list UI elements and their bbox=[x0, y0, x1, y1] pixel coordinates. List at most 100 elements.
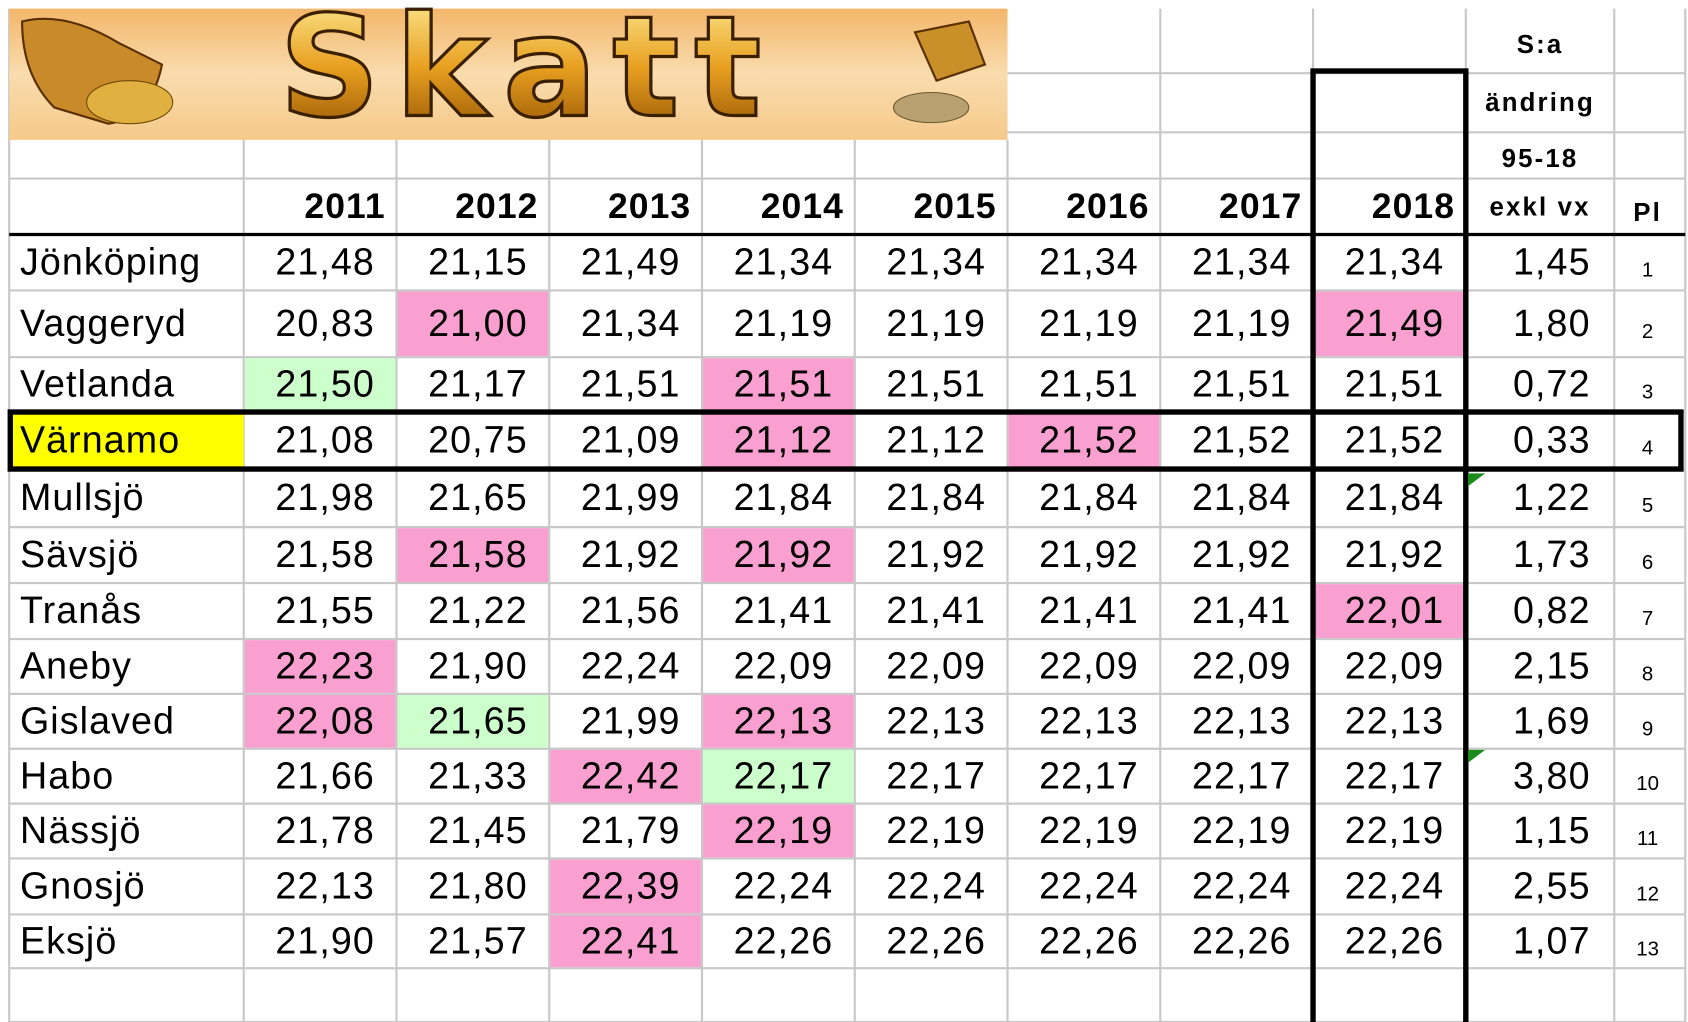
tax-rate: 21,56 bbox=[581, 589, 681, 631]
tax-rate: 21,34 bbox=[1192, 241, 1292, 283]
rank: 2 bbox=[1642, 321, 1653, 343]
tax-rate: 21,92 bbox=[1345, 533, 1445, 575]
municipality-name: Gnosjö bbox=[20, 865, 146, 907]
municipality-name: Jönköping bbox=[20, 241, 201, 283]
tax-rate: 22,24 bbox=[886, 865, 986, 907]
tax-rate: 21,84 bbox=[1039, 476, 1139, 518]
total-change: 2,15 bbox=[1513, 645, 1591, 687]
tax-rate: 22,19 bbox=[886, 809, 986, 851]
rank: 9 bbox=[1642, 718, 1653, 740]
tax-rate: 21,17 bbox=[428, 363, 528, 405]
rank: 11 bbox=[1637, 828, 1658, 850]
tax-rate: 22,09 bbox=[1345, 645, 1445, 687]
tax-rate: 21,51 bbox=[1039, 363, 1139, 405]
tax-rate: 21,34 bbox=[886, 241, 986, 283]
tax-rate: 22,13 bbox=[275, 865, 375, 907]
tax-rate: 21,52 bbox=[1345, 419, 1445, 461]
tax-rate: 22,09 bbox=[734, 645, 834, 687]
tax-rate: 22,26 bbox=[1039, 919, 1139, 961]
tax-rate: 21,79 bbox=[581, 809, 681, 851]
total-change: 1,22 bbox=[1513, 476, 1591, 518]
tax-rate: 22,17 bbox=[1192, 754, 1292, 796]
tax-rate: 21,57 bbox=[428, 919, 528, 961]
tax-rate: 21,78 bbox=[275, 809, 375, 851]
tax-rate: 21,84 bbox=[886, 476, 986, 518]
rank: 13 bbox=[1636, 938, 1659, 960]
tax-rate: 21,41 bbox=[886, 589, 986, 631]
rank: 4 bbox=[1642, 438, 1653, 460]
tax-rate: 22,17 bbox=[1039, 754, 1139, 796]
column-header: 2014 bbox=[761, 186, 844, 226]
tax-rate: 22,24 bbox=[1345, 865, 1445, 907]
tax-rate: 21,99 bbox=[581, 476, 681, 518]
tax-rate: 22,26 bbox=[734, 919, 834, 961]
tax-rate: 20,83 bbox=[275, 302, 375, 344]
column-header: 2016 bbox=[1066, 186, 1149, 226]
tax-rate: 21,33 bbox=[428, 754, 528, 796]
tax-rate: 22,13 bbox=[1039, 699, 1139, 741]
tax-rate: 21,65 bbox=[428, 699, 528, 741]
rank: 3 bbox=[1642, 382, 1653, 404]
comment-marker bbox=[1468, 750, 1485, 763]
tax-rate: 21,52 bbox=[1039, 419, 1139, 461]
municipality-name: Värnamo bbox=[20, 419, 180, 461]
tax-rate: 21,00 bbox=[428, 302, 528, 344]
tax-rate: 22,09 bbox=[886, 645, 986, 687]
tax-rate: 22,24 bbox=[1192, 865, 1292, 907]
tax-rate: 22,19 bbox=[1192, 809, 1292, 851]
tax-rate: 21,22 bbox=[428, 589, 528, 631]
tax-rate: 21,84 bbox=[734, 476, 834, 518]
tax-rate: 21,92 bbox=[886, 533, 986, 575]
rank: 10 bbox=[1636, 773, 1659, 795]
tax-rate: 22,24 bbox=[1039, 865, 1139, 907]
total-change: 1,07 bbox=[1513, 919, 1591, 961]
spreadsheet: Skatt 20112012201320142015201620172018S:… bbox=[0, 0, 1688, 1022]
rank: 7 bbox=[1642, 608, 1653, 630]
column-header: 2013 bbox=[608, 186, 691, 226]
tax-rate: 21,50 bbox=[275, 363, 375, 405]
rank: 6 bbox=[1642, 552, 1653, 574]
total-change: 2,55 bbox=[1513, 865, 1591, 907]
tax-rate: 21,09 bbox=[581, 419, 681, 461]
column-header: 2015 bbox=[913, 186, 996, 226]
tax-rate: 22,19 bbox=[1345, 809, 1445, 851]
tax-rate: 22,42 bbox=[581, 754, 681, 796]
tax-rate: 21,45 bbox=[428, 809, 528, 851]
tax-rate: 21,12 bbox=[886, 419, 986, 461]
tax-rate: 21,19 bbox=[886, 302, 986, 344]
column-header: 2012 bbox=[455, 186, 538, 226]
rank: 8 bbox=[1642, 663, 1653, 685]
tax-rate: 22,26 bbox=[886, 919, 986, 961]
tax-rate: 21,12 bbox=[734, 419, 834, 461]
tax-rate: 22,13 bbox=[886, 699, 986, 741]
total-change: 0,33 bbox=[1513, 419, 1591, 461]
tax-rate: 21,55 bbox=[275, 589, 375, 631]
tax-rate: 22,13 bbox=[734, 699, 834, 741]
tax-rate: 22,41 bbox=[581, 919, 681, 961]
total-change: 3,80 bbox=[1513, 754, 1591, 796]
tax-rate: 21,41 bbox=[1039, 589, 1139, 631]
tax-rate: 21,34 bbox=[734, 241, 834, 283]
tax-rate: 21,48 bbox=[275, 241, 375, 283]
tax-rate: 21,84 bbox=[1345, 476, 1445, 518]
tax-rate: 21,51 bbox=[581, 363, 681, 405]
tax-rate: 22,26 bbox=[1192, 919, 1292, 961]
municipality-name: Mullsjö bbox=[20, 476, 145, 518]
column-header: 2017 bbox=[1219, 186, 1302, 226]
logo: Skatt bbox=[9, 0, 1007, 149]
tax-rate: 21,08 bbox=[275, 419, 375, 461]
total-change: 1,73 bbox=[1513, 533, 1591, 575]
tax-rate: 21,41 bbox=[1192, 589, 1292, 631]
tax-rate: 22,26 bbox=[1345, 919, 1445, 961]
tax-rate: 21,84 bbox=[1192, 476, 1292, 518]
municipality-name: Aneby bbox=[20, 645, 132, 687]
tax-rate: 21,51 bbox=[886, 363, 986, 405]
tax-rate: 21,34 bbox=[581, 302, 681, 344]
municipality-name: Vaggeryd bbox=[20, 302, 187, 344]
municipality-name: Vetlanda bbox=[20, 363, 175, 405]
rank-header: Pl bbox=[1633, 199, 1662, 227]
rank: 1 bbox=[1642, 259, 1653, 281]
municipality-name: Tranås bbox=[20, 589, 142, 631]
tax-rate: 21,92 bbox=[1192, 533, 1292, 575]
tax-rate: 21,90 bbox=[428, 645, 528, 687]
